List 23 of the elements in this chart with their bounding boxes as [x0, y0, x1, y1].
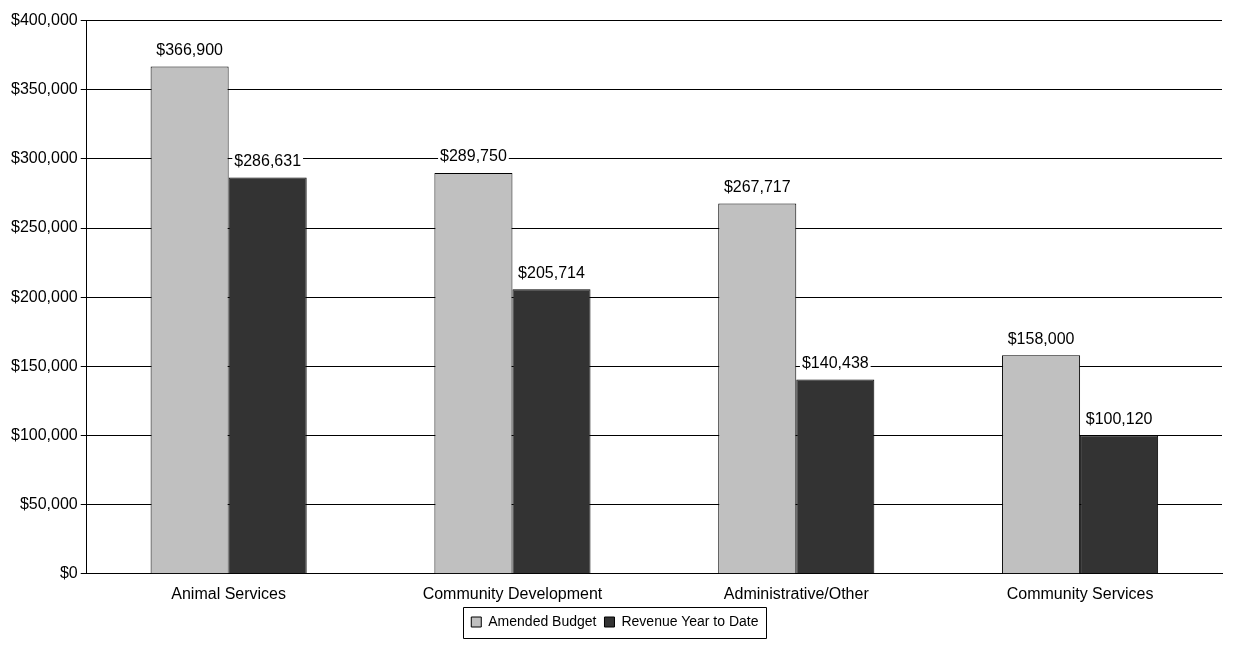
y-tick-label: $300,000	[11, 149, 78, 167]
data-label: $286,631	[234, 151, 302, 169]
data-label: $267,717	[723, 177, 791, 195]
x-tick-label: Community Development	[422, 584, 603, 602]
y-tick-label: $200,000	[11, 287, 78, 305]
x-tick-label: Administrative/Other	[723, 584, 870, 602]
y-tick-label: $350,000	[11, 80, 78, 98]
data-label: $100,120	[1085, 409, 1153, 427]
data-label: $366,900	[156, 40, 224, 58]
y-tick-label: $50,000	[19, 495, 78, 513]
y-tick-label: $150,000	[11, 356, 78, 374]
y-tick-label: $0	[59, 564, 78, 582]
y-tick-label: $250,000	[11, 218, 78, 236]
data-label: $140,438	[801, 353, 869, 371]
y-tick-label: $400,000	[11, 11, 78, 29]
data-label: $205,714	[518, 263, 585, 281]
legend-label: Amended Budget	[488, 612, 597, 629]
x-tick-label: Community Services	[1006, 584, 1154, 602]
data-label: $158,000	[1007, 329, 1075, 347]
data-label: $289,750	[440, 147, 507, 165]
x-tick-label: Animal Services	[171, 584, 286, 602]
y-tick-label: $100,000	[11, 425, 78, 443]
legend-label: Revenue Year to Date	[621, 612, 759, 629]
